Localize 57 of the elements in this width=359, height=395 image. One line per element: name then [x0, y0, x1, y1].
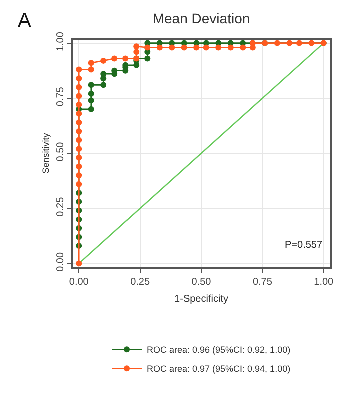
point	[76, 66, 82, 73]
point	[76, 128, 82, 134]
x-tick-label: 1.00	[314, 276, 334, 288]
point	[76, 120, 82, 126]
chart-title: Mean Deviation	[152, 10, 250, 27]
point	[76, 76, 82, 82]
x-tick-label: 0.75	[252, 276, 273, 288]
point	[76, 110, 82, 117]
annotation: P=0.557	[285, 240, 323, 251]
y-tick-label: 0.50	[55, 142, 66, 162]
point	[274, 40, 280, 46]
point	[76, 102, 82, 108]
point	[144, 56, 151, 62]
point	[100, 82, 107, 88]
point	[134, 44, 140, 50]
y-tick-label: 0.75	[55, 86, 66, 107]
point	[76, 164, 82, 170]
point	[240, 44, 246, 51]
point	[76, 137, 82, 144]
point	[76, 260, 82, 267]
legend-label: ROC area: 0.96 (95%CI: 0.92, 1.00)	[147, 345, 291, 356]
point	[88, 98, 94, 104]
point	[76, 181, 82, 188]
point	[156, 44, 163, 51]
point	[296, 40, 302, 46]
point	[88, 91, 94, 97]
point	[286, 40, 293, 46]
point	[169, 44, 176, 51]
point	[203, 44, 210, 51]
point	[76, 154, 82, 161]
point	[88, 60, 94, 66]
point	[216, 44, 222, 51]
y-tick-label: 0.00	[55, 252, 66, 272]
point	[194, 44, 200, 51]
x-tick-label: 0.00	[69, 276, 90, 288]
x-tick-label: 0.50	[192, 276, 212, 288]
text: A	[18, 10, 32, 32]
point	[88, 66, 94, 73]
point	[112, 56, 118, 62]
point	[122, 56, 129, 62]
x-tick-label: 0.25	[130, 276, 150, 288]
point	[76, 84, 82, 90]
y-tick-label: 0.25	[55, 196, 66, 217]
point	[76, 172, 82, 179]
point	[100, 58, 107, 64]
y-tick-label: 1.00	[55, 32, 66, 52]
y-axis-title: Sensitivity	[41, 132, 52, 174]
legend-label: ROC area: 0.97 (95%CI: 0.94, 1.00)	[147, 364, 291, 374]
point	[88, 106, 94, 112]
point	[134, 49, 140, 56]
point	[228, 44, 234, 51]
point	[76, 93, 82, 100]
point	[88, 82, 94, 88]
point	[76, 146, 82, 152]
x-axis-title: 1-Specificity	[174, 294, 228, 305]
point	[308, 40, 315, 46]
point	[181, 44, 188, 51]
